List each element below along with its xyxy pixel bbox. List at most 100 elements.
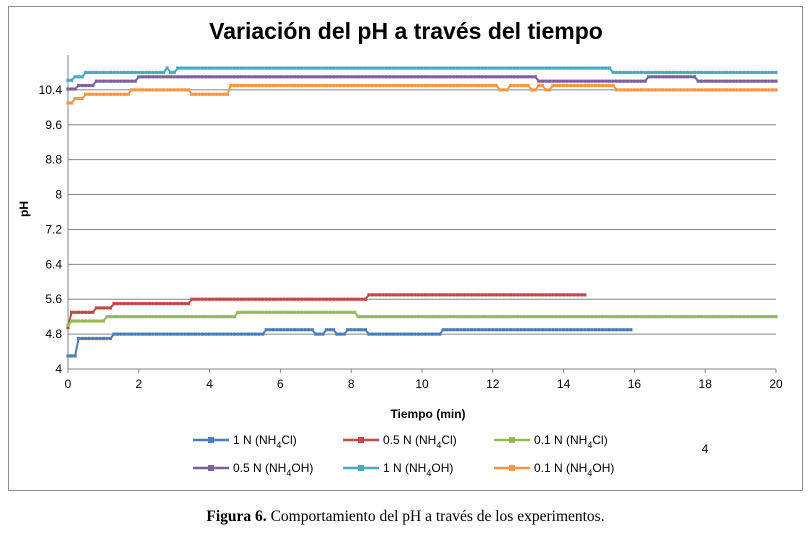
data-point (526, 66, 530, 70)
data-point (296, 297, 300, 301)
data-point (370, 332, 375, 336)
data-point (593, 328, 598, 332)
data-point (158, 315, 162, 319)
data-point (370, 75, 375, 79)
data-point (739, 79, 743, 83)
data-point (469, 66, 474, 70)
data-point (73, 310, 77, 314)
data-point (423, 332, 428, 336)
data-point (494, 293, 498, 297)
data-point (381, 75, 385, 79)
data-point (657, 75, 661, 79)
data-point (115, 70, 120, 75)
data-point (66, 323, 70, 327)
data-point (515, 293, 520, 297)
data-point (576, 328, 580, 332)
data-point (392, 315, 396, 319)
data-point (144, 75, 148, 79)
y-tick-label: 10.4 (39, 83, 63, 97)
x-tick-label: 2 (135, 377, 142, 391)
data-point (200, 315, 205, 319)
data-point (264, 310, 268, 314)
legend-swatch-marker (509, 437, 515, 443)
data-point (448, 293, 452, 297)
data-point (459, 75, 463, 79)
data-point (314, 332, 318, 336)
data-point (639, 70, 644, 75)
data-point (208, 332, 212, 336)
data-point (154, 88, 159, 92)
data-point (643, 88, 647, 92)
data-point (530, 315, 534, 319)
data-point (622, 79, 626, 83)
data-point (225, 315, 229, 319)
data-point (211, 75, 215, 79)
data-point (643, 70, 647, 75)
data-point (73, 87, 77, 91)
data-point (250, 75, 254, 79)
data-point (292, 297, 297, 301)
data-point (321, 75, 325, 79)
data-point (133, 332, 137, 336)
data-point (307, 310, 311, 314)
data-point (682, 70, 686, 75)
data-point (356, 297, 360, 301)
data-point (416, 83, 421, 88)
data-point (197, 66, 201, 70)
data-point (73, 354, 77, 358)
data-point (664, 70, 668, 75)
data-point (218, 332, 222, 336)
data-point (144, 315, 148, 319)
data-point (537, 328, 541, 332)
data-point (618, 328, 622, 332)
data-point (243, 332, 247, 336)
data-point (413, 83, 417, 88)
data-point (268, 83, 272, 88)
data-point (317, 310, 321, 314)
data-point (278, 83, 282, 88)
data-point (161, 332, 166, 336)
data-point (554, 83, 559, 88)
data-point (292, 75, 297, 79)
y-tick-label: 5.6 (45, 292, 62, 306)
data-point (508, 328, 513, 332)
data-point (399, 315, 403, 319)
data-point (197, 75, 201, 79)
data-point (547, 328, 552, 332)
data-point (646, 88, 651, 92)
series-line (68, 84, 776, 104)
data-point (685, 70, 690, 75)
data-point (604, 66, 608, 70)
data-point (331, 83, 336, 88)
data-point (399, 332, 403, 336)
data-point (597, 315, 601, 319)
data-point (491, 315, 495, 319)
data-point (469, 315, 474, 319)
data-point (668, 75, 672, 79)
data-point (650, 75, 654, 79)
data-point (356, 328, 360, 332)
data-point (193, 75, 198, 79)
data-point (91, 70, 95, 75)
data-point (77, 319, 81, 323)
data-point (409, 293, 413, 297)
data-point (200, 75, 205, 79)
data-point (487, 293, 491, 297)
data-point (544, 88, 548, 92)
data-point (611, 328, 615, 332)
data-point (749, 79, 753, 83)
data-point (540, 293, 544, 297)
data-point (547, 79, 552, 83)
data-point (208, 297, 212, 301)
data-point (498, 75, 502, 79)
data-point (176, 88, 180, 92)
data-point (498, 328, 502, 332)
data-point (360, 328, 364, 332)
data-point (590, 83, 594, 88)
data-point (338, 310, 343, 314)
data-point (512, 328, 516, 332)
data-point (625, 79, 629, 83)
data-point (144, 301, 148, 306)
data-point (278, 310, 282, 314)
data-point (770, 70, 775, 75)
